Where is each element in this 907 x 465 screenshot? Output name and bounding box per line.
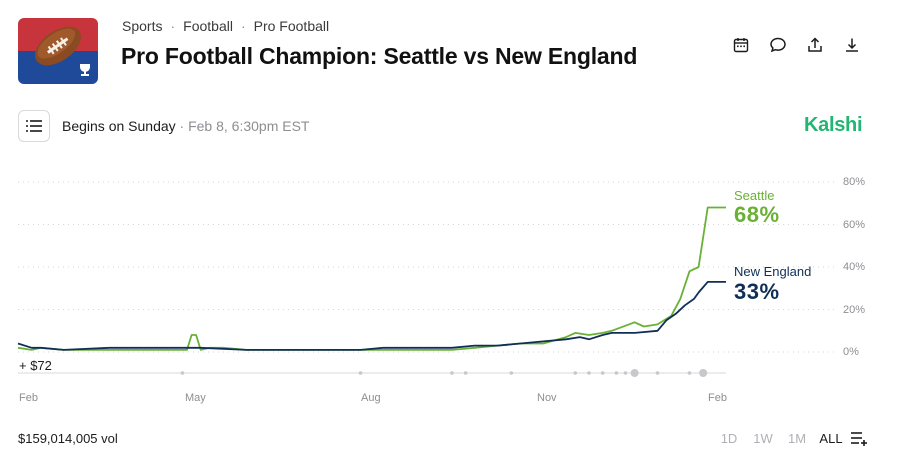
schedule-date: · Feb 8, 6:30pm EST xyxy=(175,118,310,134)
timeline-event-marker[interactable] xyxy=(463,371,468,375)
schedule-info: Begins on Sunday · Feb 8, 6:30pm EST xyxy=(62,118,309,134)
timeline-event-marker[interactable] xyxy=(655,371,660,375)
new-england-line xyxy=(17,281,726,351)
market-logo xyxy=(18,18,98,84)
rules-list-button[interactable] xyxy=(18,110,50,142)
timeline-event-marker[interactable] xyxy=(509,371,514,375)
breadcrumb: Sports · Football · Pro Football xyxy=(122,18,329,34)
timeline-event-marker[interactable] xyxy=(450,371,454,375)
range-selector: 1D 1W 1M ALL xyxy=(712,431,848,446)
x-tick-label: Nov xyxy=(537,392,557,404)
page-title: Pro Football Champion: Seattle vs New En… xyxy=(121,43,638,69)
new-england-series-value: 33% xyxy=(734,279,780,304)
breadcrumb-pro-football[interactable]: Pro Football xyxy=(253,18,330,34)
price-chart xyxy=(0,160,907,410)
x-tick-label: May xyxy=(185,392,206,404)
breadcrumb-separator: · xyxy=(170,18,176,34)
y-tick-label: 20% xyxy=(843,304,866,316)
new-england-series-name: New England xyxy=(734,264,812,279)
timeline-event-marker[interactable] xyxy=(623,371,628,375)
breadcrumb-football[interactable]: Football xyxy=(183,18,233,34)
breadcrumb-sports[interactable]: Sports xyxy=(122,18,163,34)
timeline-event-marker[interactable] xyxy=(614,371,619,375)
header-actions xyxy=(731,35,862,55)
chart-canvas xyxy=(17,181,838,377)
seattle-line xyxy=(17,206,726,351)
range-all-button[interactable]: ALL xyxy=(819,431,843,446)
schedule-label: Begins on Sunday xyxy=(62,118,176,134)
seattle-series-name: Seattle xyxy=(734,188,775,203)
timeline-event-marker[interactable] xyxy=(687,371,692,375)
volume-label: $159,014,005 vol xyxy=(18,431,118,446)
timeline-event-marker[interactable] xyxy=(587,371,591,375)
y-tick-label: 40% xyxy=(843,261,866,273)
timeline-event-marker[interactable] xyxy=(573,371,578,375)
range-1w-button[interactable]: 1W xyxy=(753,431,773,446)
range-1m-button[interactable]: 1M xyxy=(787,431,807,446)
position-delta: + $72 xyxy=(19,358,52,373)
list-icon xyxy=(26,120,42,132)
x-tick-label: Feb xyxy=(19,392,38,404)
timeline-event-marker[interactable] xyxy=(699,369,708,377)
range-1d-button[interactable]: 1D xyxy=(720,431,738,446)
x-tick-label: Aug xyxy=(361,392,381,404)
seattle-series-value: 68% xyxy=(734,202,780,227)
chart-settings-icon[interactable] xyxy=(850,430,868,446)
timeline-event-marker[interactable] xyxy=(180,371,185,375)
timeline-event-marker[interactable] xyxy=(600,371,605,375)
share-icon[interactable] xyxy=(805,35,825,55)
x-tick-label: Feb xyxy=(708,392,727,404)
download-icon[interactable] xyxy=(842,35,862,55)
brand-logo: Kalshi xyxy=(804,114,863,136)
breadcrumb-separator: · xyxy=(240,18,246,34)
timeline-event-marker[interactable] xyxy=(630,369,639,377)
comment-icon[interactable] xyxy=(768,35,788,55)
y-tick-label: 60% xyxy=(843,219,866,231)
y-tick-label: 0% xyxy=(843,346,859,358)
calendar-icon[interactable] xyxy=(731,35,751,55)
timeline-event-marker[interactable] xyxy=(358,371,363,375)
y-tick-label: 80% xyxy=(843,176,866,188)
